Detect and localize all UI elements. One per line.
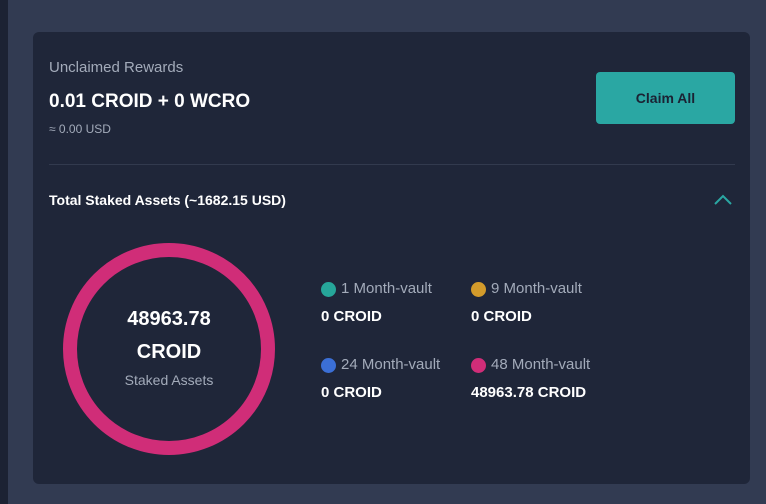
rewards-amount: 0.01 CROID + 0 WCRO — [49, 91, 251, 112]
vault-amount: 48963.78 CROID — [471, 384, 587, 401]
vault-amount: 0 CROID — [321, 308, 382, 325]
sidebar-edge — [0, 0, 8, 504]
rewards-label: Unclaimed Rewards — [49, 59, 184, 76]
vault-amount: 0 CROID — [321, 384, 382, 401]
legend-dot — [321, 358, 336, 373]
staked-caption: Staked Assets — [124, 372, 214, 388]
vault-name: 1 Month-vault — [341, 280, 432, 297]
legend-dot — [471, 358, 486, 373]
staked-total: 48963.78 — [127, 308, 211, 330]
vault-name: 9 Month-vault — [491, 280, 582, 297]
staked-ring — [63, 243, 275, 455]
staked-unit: CROID — [136, 341, 202, 363]
vault-amount: 0 CROID — [471, 308, 532, 325]
claim-all-button[interactable]: Claim All — [596, 72, 735, 124]
staked-title: Total Staked Assets (~1682.15 USD) — [49, 192, 286, 208]
rewards-usd: ≈ 0.00 USD — [49, 122, 111, 136]
graphics — [63, 194, 732, 455]
collapse-chevron[interactable] — [714, 194, 732, 205]
legend-dot — [471, 282, 486, 297]
vault-name: 24 Month-vault — [341, 356, 441, 373]
divider — [49, 164, 735, 165]
legend-dot — [321, 282, 336, 297]
vault-name: 48 Month-vault — [491, 356, 591, 373]
rewards-card: Unclaimed Rewards 0.01 CROID + 0 WCRO ≈ … — [33, 32, 750, 484]
